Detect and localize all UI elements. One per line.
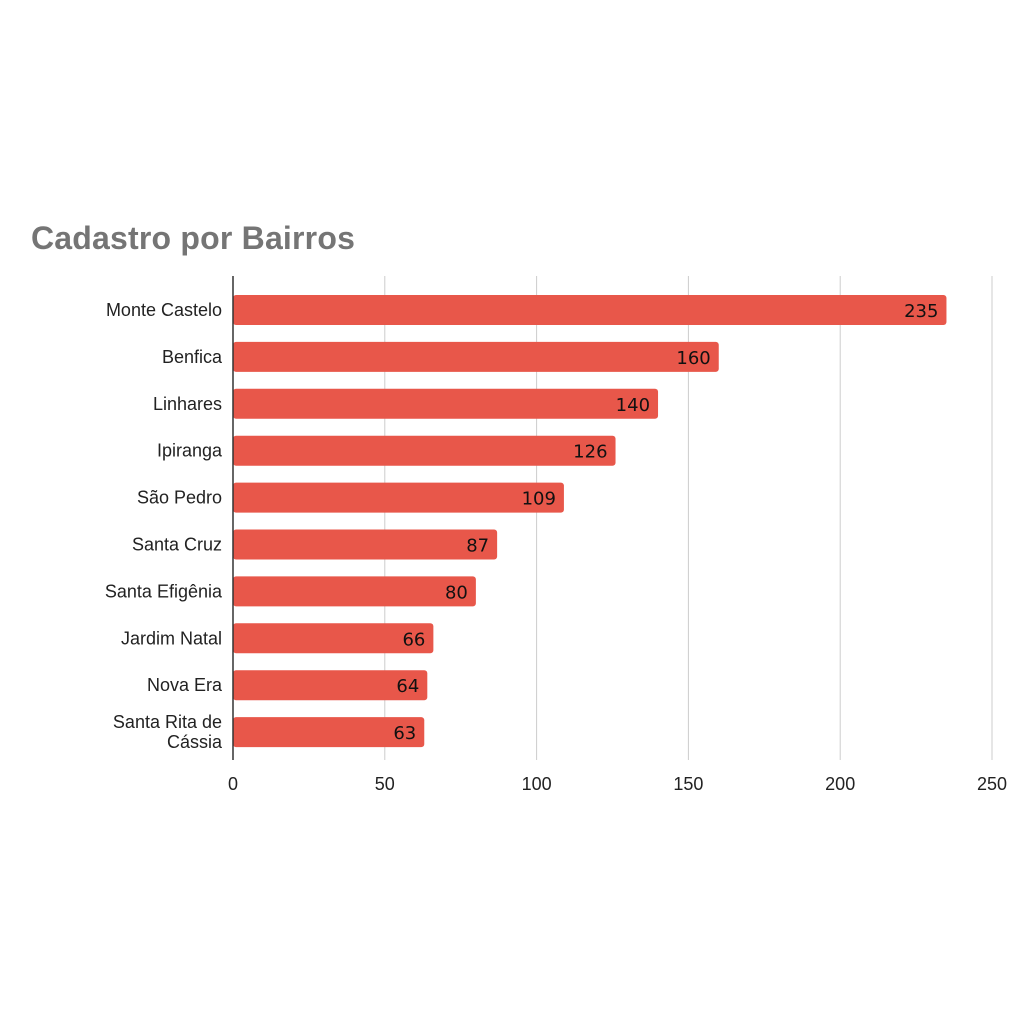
x-tick-label: 150 bbox=[673, 774, 703, 794]
category-label: Ipiranga bbox=[157, 441, 223, 461]
bar bbox=[233, 623, 434, 654]
x-tick-label: 200 bbox=[825, 774, 855, 794]
category-label: Benfica bbox=[162, 347, 223, 367]
bar-value-label: 87 bbox=[466, 536, 489, 557]
x-tick-label: 50 bbox=[375, 774, 395, 794]
category-label: Linhares bbox=[153, 394, 222, 414]
chart-title: Cadastro por Bairros bbox=[31, 220, 356, 256]
bar bbox=[233, 529, 498, 560]
category-label: Santa Rita de Cássia bbox=[113, 712, 223, 752]
bar-value-label: 109 bbox=[522, 489, 556, 510]
bars bbox=[233, 295, 947, 748]
bar-value-label: 140 bbox=[616, 395, 650, 416]
bar bbox=[233, 482, 564, 513]
bar bbox=[233, 576, 476, 607]
bar-value-label: 235 bbox=[904, 301, 938, 322]
category-label: Jardim Natal bbox=[121, 628, 222, 648]
bar bbox=[233, 341, 719, 372]
bar bbox=[233, 295, 947, 325]
category-label: São Pedro bbox=[137, 488, 222, 508]
bar-value-label: 160 bbox=[676, 348, 710, 369]
bar-value-label: 64 bbox=[396, 676, 419, 697]
category-label: Santa Efigênia bbox=[105, 581, 223, 601]
category-label: Nova Era bbox=[147, 675, 223, 695]
category-label: Santa Cruz bbox=[132, 535, 222, 555]
x-tick-label: 100 bbox=[522, 774, 552, 794]
bar bbox=[233, 388, 659, 419]
x-tick-label: 250 bbox=[977, 774, 1007, 794]
bar bbox=[233, 670, 428, 701]
category-label: Monte Castelo bbox=[106, 300, 222, 320]
bar-value-label: 126 bbox=[573, 442, 607, 463]
bar-value-label: 66 bbox=[402, 629, 425, 650]
x-tick-label: 0 bbox=[228, 774, 238, 794]
bar bbox=[233, 717, 425, 748]
bar bbox=[233, 435, 616, 466]
labels: 0 50 100 150 200 250 235 Monte Castelo 160 Benfic… bbox=[105, 300, 1007, 794]
bar-value-label: 80 bbox=[445, 582, 468, 603]
bar-value-label: 63 bbox=[393, 723, 416, 744]
